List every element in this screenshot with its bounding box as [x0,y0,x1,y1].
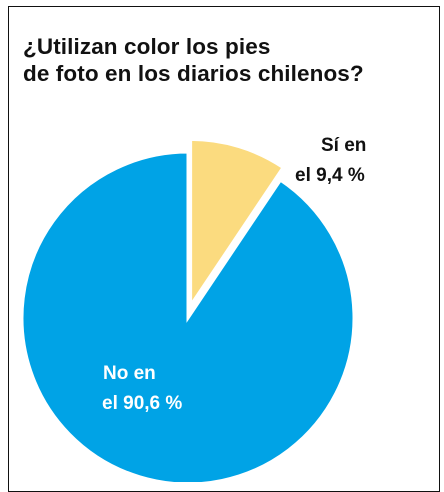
pie-slice-no [20,150,356,482]
pie-slice-si [189,137,286,311]
slice-label-si-line-1: Sí en [321,135,366,156]
slice-label-si-line-2: el 9,4 % [295,165,365,186]
chart-title-line-1: ¿Utilizan color los pies [23,34,271,59]
slice-label-no-line-2: el 90,6 % [102,393,182,414]
pie-slices [20,137,356,482]
pie-chart: Sí en el 9,4 % No en el 90,6 % [20,135,366,482]
chart-title-line-2: de foto en los diarios chilenos? [23,61,364,86]
chart-title: ¿Utilizan color los pies de foto en los … [23,33,364,87]
slice-label-no-line-1: No en [103,363,156,384]
